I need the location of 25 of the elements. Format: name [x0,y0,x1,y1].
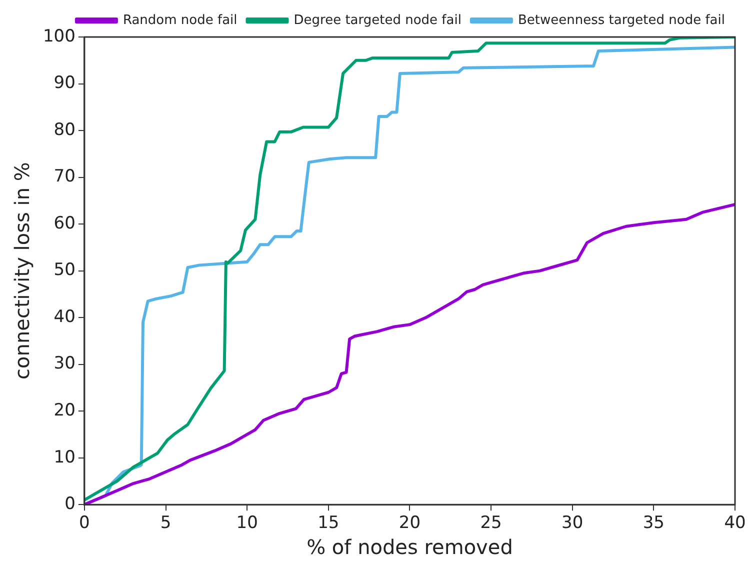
y-tick-label: 50 [54,260,76,280]
y-tick-label: 60 [54,213,76,234]
x-tick-label: 40 [724,513,746,534]
y-tick-label: 90 [54,73,76,94]
y-tick-label: 20 [54,400,76,420]
x-tick-label: 30 [562,513,584,534]
y-tick-label: 30 [54,354,76,374]
y-tick-label: 100 [42,26,76,46]
x-tick-label: 25 [480,513,502,534]
legend-label: Betweenness targeted node fail [518,12,726,28]
x-tick-label: 5 [160,513,172,534]
y-tick-label: 10 [54,447,76,468]
x-tick-label: 10 [236,513,258,534]
y-tick-label: 0 [64,494,76,514]
x-axis-title: % of nodes removed [306,535,513,560]
x-tick-label: 35 [642,513,664,534]
y-tick-label: 40 [54,306,76,327]
legend-label: Random node fail [122,12,238,28]
legend-label: Degree targeted node fail [294,12,462,28]
y-tick-label: 70 [54,166,76,187]
x-tick-label: 20 [398,513,421,534]
y-axis-title: connectivity loss in % [10,162,34,380]
y-tick-label: 80 [54,120,76,140]
x-tick-label: 15 [318,513,340,534]
x-tick-label: 0 [79,513,90,534]
